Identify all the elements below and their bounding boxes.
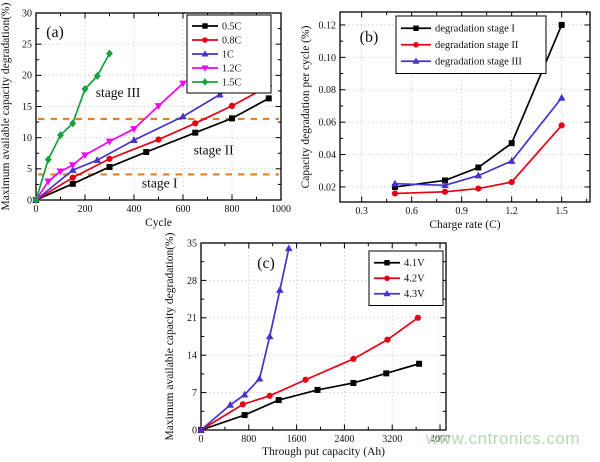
svg-text:21: 21 — [187, 313, 197, 324]
svg-text:degradation stage II: degradation stage II — [435, 40, 519, 51]
svg-text:0.5C: 0.5C — [222, 21, 242, 32]
svg-text:4.2V: 4.2V — [404, 274, 425, 285]
svg-text:0.06: 0.06 — [319, 118, 337, 129]
panel-label-b: (b) — [360, 29, 379, 46]
svg-text:0.8C: 0.8C — [222, 35, 242, 46]
svg-text:4.3V: 4.3V — [404, 289, 425, 300]
svg-text:1.2: 1.2 — [505, 206, 518, 217]
svg-text:4.1V: 4.1V — [404, 258, 425, 269]
y-axis-label: Capacity degradation per cycle (%) — [300, 25, 312, 188]
series-4.3V — [197, 244, 293, 433]
y-axis-label: Maximum available capacity degradation(%… — [0, 2, 12, 210]
svg-text:0: 0 — [192, 425, 197, 436]
svg-text:1C: 1C — [222, 49, 234, 60]
plot-border — [200, 242, 447, 431]
svg-text:1.2C: 1.2C — [222, 63, 242, 74]
series-degradation stage III — [391, 93, 566, 189]
legend: 0.5C 0.8C 1C 1.2C 1.5C — [186, 14, 272, 94]
svg-text:degradation stage I: degradation stage I — [435, 24, 515, 35]
panel-label-c: (c) — [257, 255, 275, 272]
plot-border — [339, 11, 591, 203]
svg-text:4000: 4000 — [430, 434, 450, 445]
svg-text:degradation stage III: degradation stage III — [435, 57, 522, 68]
watermark: www.cntronics.com — [426, 429, 580, 448]
chart-c: 0 800 1600 2400 3200 4000 0 7 14 21 28 35 Through pu… — [164, 232, 450, 458]
svg-text:1000: 1000 — [271, 204, 291, 215]
svg-text:25: 25 — [22, 40, 32, 51]
x-axis-label: Through put capacity (Ah) — [262, 446, 385, 458]
svg-text:0.10: 0.10 — [319, 53, 337, 64]
svg-text:7: 7 — [192, 388, 197, 399]
series-degradation stage II — [391, 122, 565, 197]
svg-text:800: 800 — [225, 204, 240, 215]
svg-text:30: 30 — [22, 8, 32, 19]
svg-text:400: 400 — [127, 204, 142, 215]
svg-text:35: 35 — [187, 238, 197, 249]
series-degradation stage I — [392, 21, 565, 190]
svg-text:15: 15 — [22, 102, 32, 113]
svg-text:0.02: 0.02 — [319, 182, 337, 193]
svg-text:2400: 2400 — [334, 434, 354, 445]
svg-text:0.12: 0.12 — [319, 20, 337, 31]
svg-text:0.3: 0.3 — [355, 206, 368, 217]
x-axis-label: Cycle — [145, 217, 172, 229]
tick-labels: 0 800 1600 2400 3200 4000 0 7 14 21 28 35 — [187, 238, 450, 445]
annotation-stage-II: stage II — [194, 142, 235, 157]
svg-text:0.6: 0.6 — [405, 206, 418, 217]
series-1.2C — [32, 80, 187, 204]
svg-text:1.5: 1.5 — [555, 206, 568, 217]
x-axis-label: Charge rate (C) — [429, 219, 500, 231]
series-1.5C — [32, 49, 113, 204]
chart-b: 0.3 0.6 0.9 1.2 1.5 0.02 0.04 0.06 0.08 0.10 0.12 C… — [300, 11, 591, 231]
svg-text:14: 14 — [187, 351, 197, 362]
tick-labels: 0 200 400 600 800 1000 0 5 10 15 20 25 30 — [22, 8, 291, 215]
svg-text:0.9: 0.9 — [455, 206, 468, 217]
annotation-stage-III: stage III — [96, 85, 141, 100]
svg-text:200: 200 — [78, 204, 93, 215]
svg-text:600: 600 — [176, 204, 191, 215]
series-4.1V — [198, 360, 423, 433]
svg-text:800: 800 — [241, 434, 256, 445]
annotation-stage-I: stage I — [142, 176, 178, 191]
svg-text:0.08: 0.08 — [319, 85, 337, 96]
y-axis-label: Maximum available capacity degradation(%… — [164, 232, 176, 440]
series-4.2V — [197, 314, 422, 434]
svg-text:10: 10 — [22, 133, 32, 144]
svg-text:3200: 3200 — [382, 434, 402, 445]
panel-label-a: (a) — [46, 24, 64, 41]
svg-text:1600: 1600 — [287, 434, 307, 445]
legend: degradation stage I degradation stage II d… — [395, 15, 547, 74]
svg-text:20: 20 — [22, 71, 32, 82]
svg-text:0: 0 — [199, 434, 204, 445]
svg-text:0.04: 0.04 — [319, 150, 337, 161]
svg-text:0: 0 — [27, 195, 32, 206]
legend: 4.1V 4.2V 4.3V — [368, 250, 444, 306]
plot-border — [35, 12, 282, 201]
svg-text:5: 5 — [27, 164, 32, 175]
tick-labels: 0.3 0.6 0.9 1.2 1.5 0.02 0.04 0.06 0.08 0.10 0.12 — [319, 20, 568, 217]
svg-text:0: 0 — [34, 204, 39, 215]
svg-text:1.5C: 1.5C — [222, 77, 242, 88]
svg-text:28: 28 — [187, 276, 197, 287]
